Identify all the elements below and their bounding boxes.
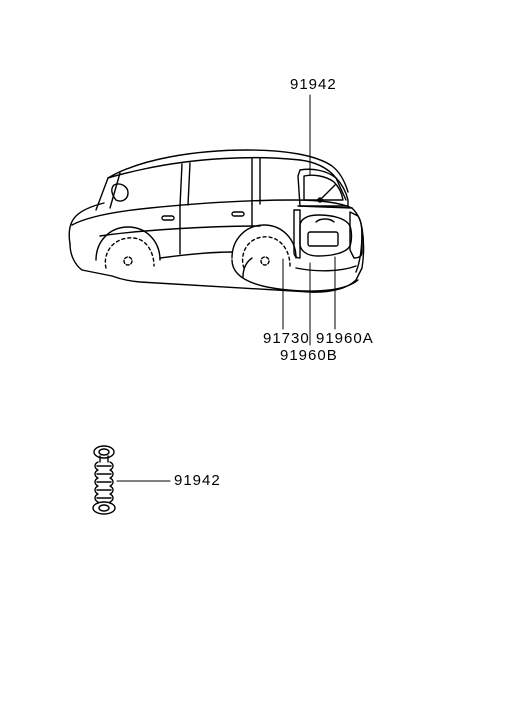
callout-label-91960b: 91960B [280, 347, 338, 364]
callout-label-91730: 91730 [263, 330, 310, 347]
callout-label-91960a: 91960A [316, 330, 374, 347]
callout-label-grommet: 91942 [174, 472, 221, 489]
diagram-canvas: 91942 91960A 91730 91960B 91942 [0, 0, 531, 727]
callout-label-top: 91942 [290, 76, 337, 93]
vehicle-lineart [0, 0, 531, 727]
